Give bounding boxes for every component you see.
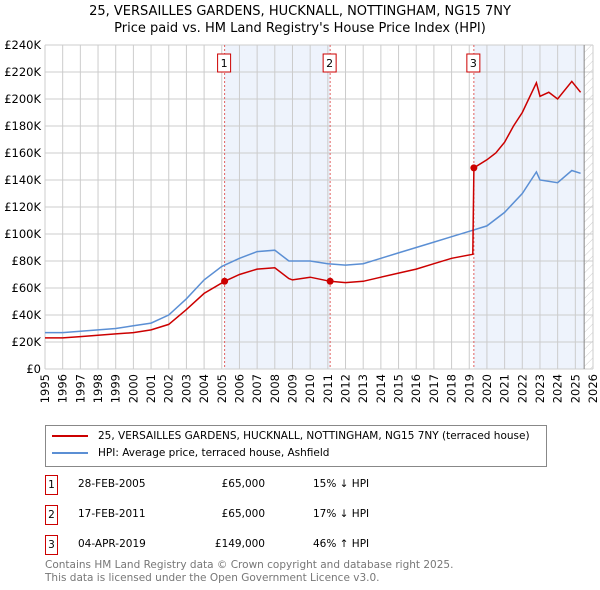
x-tick-label: 2014	[374, 374, 388, 403]
sale-point	[326, 277, 334, 285]
x-tick-label: 2005	[215, 374, 229, 403]
y-tick-label: £0	[26, 362, 41, 376]
x-tick-label: 2003	[179, 374, 193, 403]
property-price-line	[45, 80, 582, 339]
x-tick-label: 2001	[144, 374, 158, 403]
x-tick-label: 2007	[250, 374, 264, 403]
y-tick-label: £80K	[12, 254, 42, 268]
x-tick-label: 2026	[586, 374, 600, 403]
sale-label-box	[466, 53, 481, 73]
sale-label: 3	[470, 57, 477, 70]
sale-delta: 15% ↓ HPI	[313, 478, 370, 490]
x-tick-label: 2016	[409, 374, 423, 403]
x-tick-label: 1995	[38, 374, 52, 403]
x-tick-label: 2000	[126, 374, 140, 403]
sale-badge: 1	[45, 475, 58, 495]
sale-date: 28-FEB-2005	[78, 478, 146, 490]
x-tick-label: 1998	[91, 374, 105, 403]
x-tick-label: 2013	[356, 374, 370, 403]
y-tick-label: £20K	[12, 335, 42, 349]
x-tick-label: 2002	[162, 374, 176, 403]
x-tick-label: 2006	[232, 374, 246, 403]
x-tick-label: 2020	[480, 374, 494, 403]
sale-row: 2 17-FEB-2011 £65,000 17% ↓ HPI	[45, 505, 445, 525]
sale-badge: 2	[45, 505, 58, 525]
sale-delta: 17% ↓ HPI	[313, 508, 370, 520]
x-tick-label: 2025	[568, 374, 582, 403]
x-tick-label: 2019	[462, 374, 476, 403]
sale-price: £65,000	[221, 508, 265, 520]
x-tick-label: 2024	[551, 374, 565, 403]
x-tick-label: 2023	[533, 374, 547, 403]
legend-label-property: 25, VERSAILLES GARDENS, HUCKNALL, NOTTIN…	[98, 430, 530, 442]
y-tick-label: £120K	[4, 200, 41, 214]
x-tick-label: 2009	[285, 374, 299, 403]
sale-point	[470, 164, 478, 172]
footer-copyright: Contains HM Land Registry data © Crown c…	[45, 559, 454, 571]
sale-date: 04-APR-2019	[78, 538, 146, 550]
x-tick-label: 2021	[498, 374, 512, 403]
x-tick-label: 1997	[73, 374, 87, 403]
sale-price: £65,000	[221, 478, 265, 490]
sale-row: 1 28-FEB-2005 £65,000 15% ↓ HPI	[45, 475, 445, 495]
y-tick-label: £200K	[4, 92, 41, 106]
sale-label-box	[217, 53, 232, 73]
x-tick-label: 2010	[303, 374, 317, 403]
hpi-line	[45, 169, 581, 334]
x-tick-label: 1999	[109, 374, 123, 403]
x-tick-label: 2012	[339, 374, 353, 403]
y-tick-label: £220K	[4, 65, 41, 79]
chart-subtitle: Price paid vs. HM Land Registry's House …	[114, 21, 486, 36]
sale-label: 1	[221, 57, 228, 70]
y-tick-label: £180K	[4, 119, 41, 133]
legend-swatch-hpi	[52, 452, 88, 454]
y-tick-label: £40K	[12, 308, 42, 322]
x-tick-label: 2004	[197, 374, 211, 403]
sale-label: 2	[326, 57, 333, 70]
legend-label-hpi: HPI: Average price, terraced house, Ashf…	[98, 447, 330, 459]
x-tick-label: 2018	[445, 374, 459, 403]
footer: Contains HM Land Registry data © Crown c…	[45, 559, 453, 585]
sale-delta: 46% ↑ HPI	[313, 538, 370, 550]
sale-label-box	[322, 53, 337, 73]
x-tick-label: 2008	[268, 374, 282, 403]
y-tick-label: £60K	[12, 281, 42, 295]
sale-date: 17-FEB-2011	[78, 508, 146, 520]
x-tick-label: 2015	[392, 374, 406, 403]
legend: 25, VERSAILLES GARDENS, HUCKNALL, NOTTIN…	[45, 425, 547, 467]
y-tick-label: £140K	[4, 173, 41, 187]
legend-swatch-property	[52, 435, 88, 437]
chart-title: 25, VERSAILLES GARDENS, HUCKNALL, NOTTIN…	[89, 4, 511, 19]
x-tick-label: 2022	[515, 374, 529, 403]
y-tick-label: £160K	[4, 146, 41, 160]
x-tick-label: 1996	[56, 374, 70, 403]
sale-badge: 3	[45, 535, 58, 555]
y-tick-label: £240K	[4, 38, 41, 52]
y-tick-label: £100K	[4, 227, 41, 241]
sale-point	[221, 277, 229, 285]
x-tick-label: 2017	[427, 374, 441, 403]
sale-row: 3 04-APR-2019 £149,000 46% ↑ HPI	[45, 535, 445, 555]
price-chart: 1995 1996 1997 1998 1999 2000 2001 2002 2003 2004…	[4, 38, 600, 403]
x-tick-label: 2011	[321, 374, 335, 403]
footer-licence: This data is licensed under the Open Gov…	[45, 572, 380, 584]
sale-price: £149,000	[214, 538, 265, 550]
